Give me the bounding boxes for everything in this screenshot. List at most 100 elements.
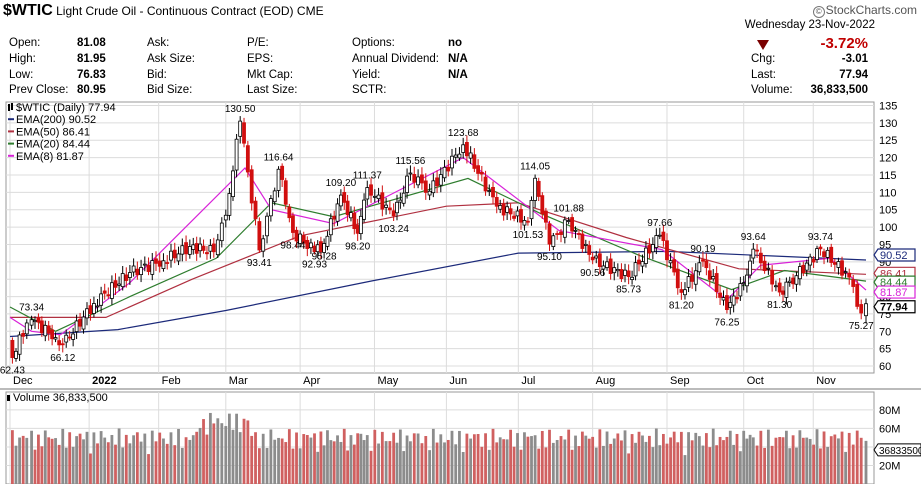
price-bar-body xyxy=(864,303,868,317)
price-bar-body xyxy=(529,200,534,220)
volume-bar xyxy=(563,439,567,484)
price-bar-body xyxy=(223,214,228,221)
price-annotation: 98.20 xyxy=(345,241,370,252)
volume-bar xyxy=(365,435,369,484)
price-bar xyxy=(238,116,243,144)
price-bar-body xyxy=(476,165,480,174)
volume-bar xyxy=(748,434,752,484)
price-bar xyxy=(794,271,799,292)
price-annotation: 116.64 xyxy=(264,152,294,163)
price-bar xyxy=(825,247,830,263)
price-bar-body xyxy=(234,138,239,171)
price-bar xyxy=(301,231,306,249)
volume-bar xyxy=(110,434,114,484)
price-bar-body xyxy=(291,215,295,233)
price-bar-body xyxy=(465,142,469,157)
price-bar xyxy=(583,239,588,253)
price-annotation: 73.34 xyxy=(19,303,44,314)
price-bar-body xyxy=(540,195,545,215)
volume-bar xyxy=(461,452,465,484)
stockcharts-logo[interactable]: © StockCharts.com xyxy=(812,3,917,18)
price-bar-body xyxy=(29,319,34,326)
y-tick-label: 105 xyxy=(879,205,897,217)
volume-bar xyxy=(177,428,180,484)
volume-bar xyxy=(491,428,495,484)
volume-bar xyxy=(454,444,458,484)
volume-bar xyxy=(332,441,336,484)
volume-bar xyxy=(509,429,512,484)
price-bar xyxy=(777,277,782,297)
volume-bar xyxy=(844,451,848,484)
legend-label: EMA(200) 90.52 xyxy=(16,114,96,126)
price-bar xyxy=(721,290,726,306)
price-bar xyxy=(85,302,89,326)
volume-bar xyxy=(658,445,662,484)
quote-label: High: xyxy=(9,53,36,65)
price-bar-body xyxy=(345,200,350,216)
price-bar xyxy=(476,159,480,181)
price-bar-body xyxy=(338,194,343,207)
price-bar xyxy=(205,246,209,260)
price-bar xyxy=(332,210,337,227)
quote-value: 36,833,500 xyxy=(810,84,868,96)
price-bar xyxy=(465,135,469,164)
price-bar-body xyxy=(637,259,641,265)
price-bar-body xyxy=(704,260,709,269)
volume-bar xyxy=(68,432,72,484)
price-bar xyxy=(46,320,51,341)
ema-50-line xyxy=(10,202,867,318)
quote-label: SCTR: xyxy=(352,84,387,96)
price-bar-body xyxy=(587,245,592,255)
volume-bar xyxy=(594,447,598,484)
volume-bar xyxy=(798,430,802,484)
volume-bar xyxy=(469,438,473,484)
price-bar xyxy=(587,240,592,262)
volume-bar xyxy=(648,435,651,484)
price-bar-body xyxy=(355,225,360,234)
quote-value: N/A xyxy=(448,53,468,65)
price-bar xyxy=(657,227,662,240)
y-tick-label: 65 xyxy=(879,344,891,356)
volume-bar xyxy=(377,443,380,484)
volume-bar xyxy=(14,445,18,484)
price-bar xyxy=(280,163,285,187)
price-bar-body xyxy=(526,220,530,223)
price-bar xyxy=(261,234,266,258)
volume-bar xyxy=(416,433,420,484)
candle-icon xyxy=(11,103,13,110)
x-tick-label: May xyxy=(377,375,398,387)
x-tick-label: Feb xyxy=(162,375,181,387)
price-bar-body xyxy=(811,258,816,263)
price-bar-body xyxy=(362,199,366,220)
price-bar-body xyxy=(427,190,432,196)
volume-bar xyxy=(188,439,192,484)
price-bar-body xyxy=(198,243,203,252)
chart-title: $WTIC Light Crude Oil - Continuous Contr… xyxy=(3,2,324,20)
volume-bar xyxy=(54,438,57,484)
price-bar-body xyxy=(401,192,406,204)
volume-bar xyxy=(484,433,487,484)
legend-label: EMA(8) 81.87 xyxy=(16,151,84,163)
price-bar xyxy=(601,260,606,276)
price-bar-body xyxy=(412,174,417,183)
price-bar xyxy=(608,253,613,280)
price-bar-body xyxy=(43,324,48,337)
price-bar xyxy=(711,269,716,282)
price-bar xyxy=(697,255,702,276)
volume-bar xyxy=(498,437,502,484)
volume-bar xyxy=(352,444,356,484)
volume-bar xyxy=(57,444,61,484)
quote-value: N/A xyxy=(448,69,468,81)
price-bar-body xyxy=(376,194,381,200)
price-bar xyxy=(401,185,406,207)
price-annotation: 90.56 xyxy=(580,268,605,279)
x-tick-label: 2022 xyxy=(92,375,116,387)
price-bar xyxy=(536,177,541,202)
volume-bar xyxy=(99,431,103,484)
price-bar xyxy=(416,169,420,189)
price-bar xyxy=(612,261,617,281)
volume-bar xyxy=(205,434,209,484)
x-tick-label: Apr xyxy=(303,375,320,387)
